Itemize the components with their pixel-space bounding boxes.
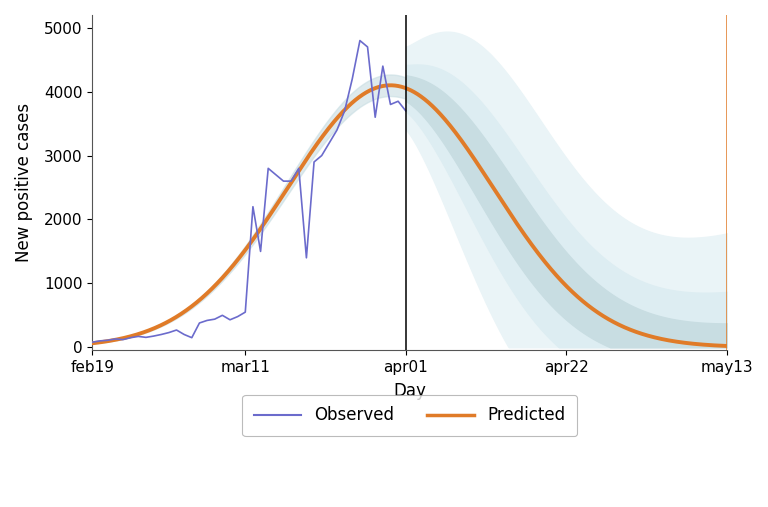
Y-axis label: New positive cases: New positive cases — [15, 103, 33, 262]
Legend: Observed, Predicted: Observed, Predicted — [242, 395, 577, 436]
X-axis label: Day: Day — [393, 382, 426, 400]
